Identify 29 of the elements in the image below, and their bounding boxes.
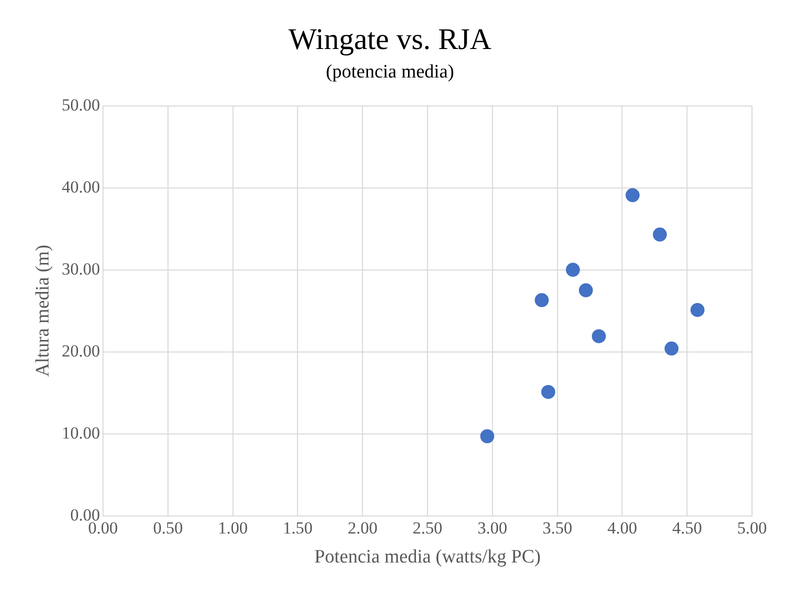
x-tick-label: 2.00	[348, 518, 378, 538]
y-tick-label: 30.00	[62, 259, 100, 278]
point	[566, 262, 580, 277]
x-tick-label: 1.50	[282, 518, 313, 538]
y-axis-title: Altura media (m)	[32, 244, 54, 377]
y-tick-label: 40.00	[62, 177, 100, 196]
y-tick-label: 10.00	[62, 423, 100, 442]
chart-subtitle: (potencia media)	[326, 61, 454, 82]
y-tick-label: 20.00	[62, 341, 100, 360]
point	[578, 283, 593, 298]
point	[534, 293, 549, 308]
point	[626, 188, 640, 202]
x-tick-label: 0.50	[153, 518, 183, 538]
x-tick-label: 3.50	[542, 518, 572, 538]
point	[541, 384, 556, 399]
x-tick-label: 5.00	[737, 518, 767, 538]
point	[664, 342, 679, 356]
x-tick-label: 4.00	[607, 518, 638, 538]
x-tick-label: 2.50	[412, 518, 442, 538]
point	[592, 329, 606, 344]
point	[480, 429, 494, 444]
point	[690, 302, 704, 317]
y-tick-label: 50.00	[62, 95, 100, 114]
point	[652, 228, 667, 242]
x-tick-label: 3.00	[478, 518, 508, 538]
x-tick-label: 4.50	[672, 518, 702, 538]
chart-title: Wingate vs. RJA	[288, 22, 492, 56]
x-tick-label: 1.00	[218, 518, 248, 538]
x-axis-title: Potencia media (watts/kg PC)	[314, 546, 541, 568]
